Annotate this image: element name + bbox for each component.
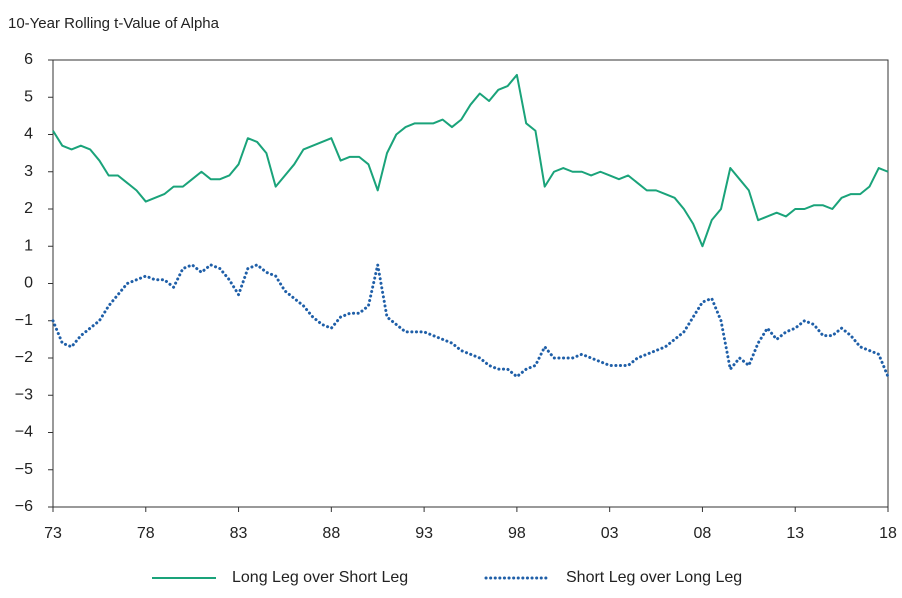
x-tick-label: 78 [137, 525, 155, 542]
x-tick-label: 18 [879, 525, 897, 542]
x-tick-label: 03 [601, 525, 619, 542]
y-tick-label: 2 [24, 200, 33, 217]
x-tick-label: 73 [44, 525, 62, 542]
x-tick-label: 98 [508, 525, 526, 542]
plot-frame [52, 59, 889, 508]
x-tick-label: 83 [230, 525, 248, 542]
chart-title: 10-Year Rolling t-Value of Alpha [8, 15, 220, 32]
x-tick-label: 08 [694, 525, 712, 542]
y-tick-label: 6 [24, 51, 33, 68]
y-tick-label: 1 [24, 237, 33, 254]
y-tick-label: −1 [15, 312, 33, 329]
y-tick-label: −5 [15, 461, 33, 478]
y-tick-label: −3 [15, 386, 33, 403]
y-tick-label: 0 [24, 275, 33, 292]
x-tick-label: 93 [415, 525, 433, 542]
y-tick-label: 4 [24, 126, 33, 143]
y-tick-label: 3 [24, 163, 33, 180]
y-tick-label: −2 [15, 349, 33, 366]
x-tick-label: 88 [322, 525, 340, 542]
x-tick-label: 13 [786, 525, 804, 542]
y-tick-label: −4 [15, 424, 33, 441]
y-tick-label: −6 [15, 498, 33, 515]
series-line [52, 73, 889, 248]
series-line [51, 263, 890, 379]
y-tick-label: 5 [24, 88, 33, 105]
legend-label: Long Leg over Short Leg [232, 569, 408, 586]
legend-label: Short Leg over Long Leg [566, 569, 742, 586]
